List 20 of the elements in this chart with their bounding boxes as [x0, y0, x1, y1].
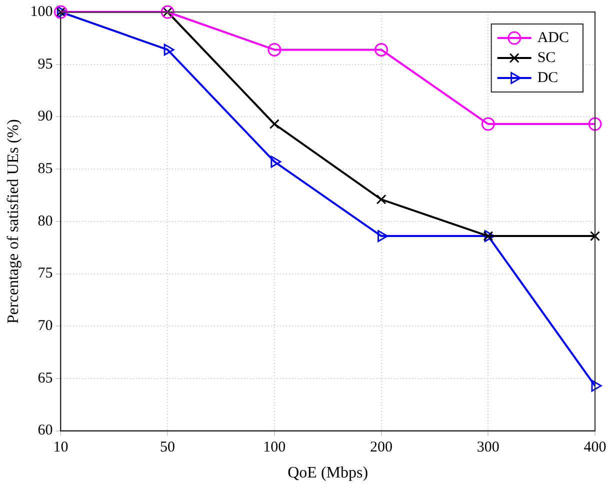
x-tick-label: 300 [476, 440, 500, 456]
x-tick-label: 50 [160, 440, 176, 456]
y-tick-label: 85 [38, 160, 53, 177]
legend-label: ADC [537, 30, 569, 46]
y-tick-label: 80 [38, 213, 53, 230]
legend-label: DC [537, 70, 558, 86]
y-tick-label: 60 [38, 422, 53, 439]
x-tick-label: 10 [53, 440, 68, 456]
y-tick-label: 90 [38, 108, 53, 125]
y-tick-label: 65 [38, 370, 53, 386]
y-tick-label: 70 [38, 318, 53, 334]
x-tick-label: 100 [263, 440, 286, 456]
y-tick-label: 75 [38, 266, 53, 282]
x-axis-title: QoE (Mbps) [288, 464, 368, 482]
x-tick-label: 200 [370, 440, 393, 456]
y-tick-label: 100 [30, 4, 53, 20]
y-axis-title: Percentage of satisfied UEs (%) [4, 119, 22, 324]
y-tick-label: 95 [38, 56, 53, 72]
x-tick-label: 400 [584, 440, 606, 456]
legend-label: SC [537, 50, 556, 66]
